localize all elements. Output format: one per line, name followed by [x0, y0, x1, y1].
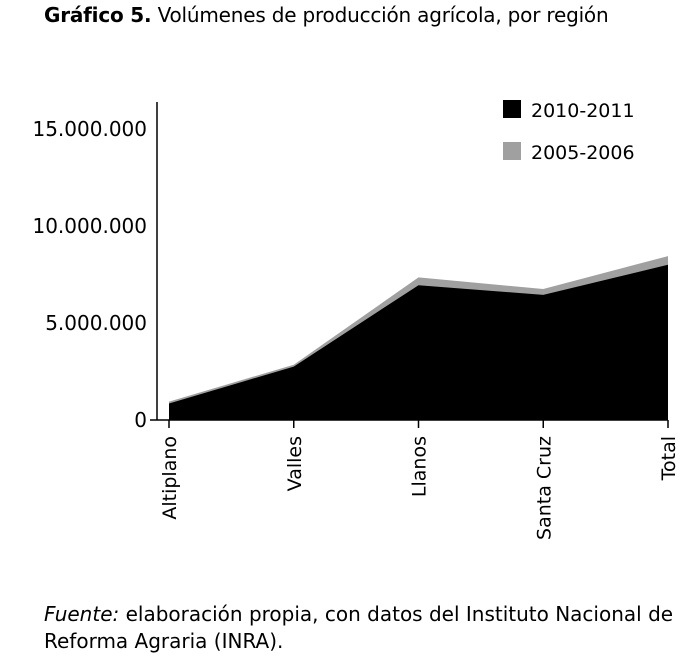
y-tick-label: 0 — [134, 408, 147, 432]
x-tick-label: Altiplano — [159, 436, 181, 520]
figure-title-text: Volúmenes de producción agrícola, por re… — [157, 3, 609, 27]
x-tick-label: Total — [658, 436, 680, 481]
legend-swatch — [503, 100, 521, 118]
legend-label: 2005-2006 — [531, 142, 635, 164]
y-tick-label: 15.000.000 — [32, 117, 147, 141]
source-text: elaboración propia, con datos del Instit… — [44, 602, 674, 653]
y-tick-label: 5.000.000 — [45, 311, 147, 335]
x-tick-label: Valles — [284, 436, 306, 491]
x-tick-label: Santa Cruz — [533, 436, 555, 540]
figure-title: Gráfico 5. Volúmenes de producción agríc… — [44, 3, 609, 27]
source-label: Fuente: — [44, 602, 120, 626]
legend-label: 2010-2011 — [531, 100, 635, 122]
y-tick-label: 10.000.000 — [32, 214, 147, 238]
source-note: Fuente: elaboración propia, con datos de… — [44, 601, 694, 655]
x-tick-label: Llanos — [409, 436, 431, 497]
figure-label: Gráfico 5. — [44, 3, 152, 27]
legend-swatch — [503, 142, 521, 160]
area-series-2010-2011 — [169, 264, 668, 420]
area-chart: 0 5.000.000 10.000.000 15.000.000 Altiplano V… — [32, 100, 680, 540]
